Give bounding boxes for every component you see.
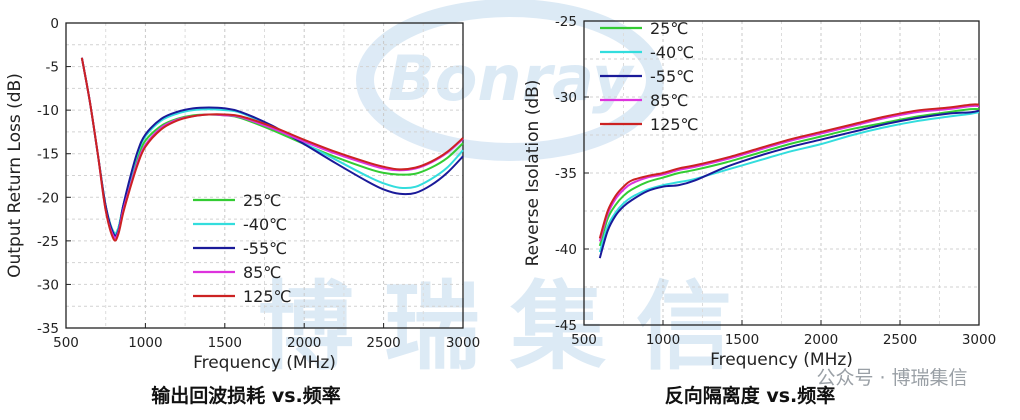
y-axis-label: Reverse Isolation (dB) — [523, 80, 543, 267]
chart-grid — [66, 23, 463, 328]
watermark-logo-text: Bonray — [388, 42, 635, 115]
y-axis-ticks: -25 -30 -35 -40 -45 — [555, 14, 589, 334]
y-tick-label: -35 — [555, 166, 577, 182]
watermark-logo-ring — [356, 0, 664, 161]
y-tick-label: -30 — [37, 277, 59, 293]
x-axis-label: Frequency (MHz) — [710, 350, 853, 370]
y-tick-label: -30 — [555, 90, 577, 106]
watermark-big-text: 博瑞集信 — [258, 271, 762, 383]
y-tick-label: -20 — [37, 190, 59, 206]
chart-caption: 输出回波损耗 vs.频率 — [151, 384, 341, 407]
y-tick-label: -5 — [46, 60, 59, 76]
legend-label: 85℃ — [650, 91, 688, 110]
x-tick-label: 2500 — [366, 335, 400, 351]
y-axis-label: Output Return Loss (dB) — [5, 73, 25, 278]
footer-source-text: 公众号 · 博瑞集信 — [816, 367, 967, 389]
y-tick-label: -15 — [37, 147, 59, 163]
chart-legend: 25℃ -40℃ -55℃ 85℃ 125℃ — [600, 19, 699, 134]
x-tick-label: 2500 — [883, 332, 917, 348]
x-tick-label: 3000 — [446, 335, 480, 351]
series-line — [598, 103, 980, 239]
y-tick-label: -45 — [555, 318, 577, 334]
x-tick-label: 1500 — [725, 332, 759, 348]
x-tick-label: 2000 — [287, 335, 321, 351]
legend-label: -55℃ — [243, 239, 287, 258]
x-axis-ticks: 500 1000 1500 2000 2500 3000 — [571, 320, 996, 348]
series-lines — [80, 57, 464, 242]
x-tick-label: 1500 — [208, 335, 242, 351]
y-tick-label: -10 — [37, 103, 59, 119]
y-tick-label: -25 — [37, 234, 59, 250]
legend-label: 85℃ — [243, 263, 281, 282]
x-axis-label: Frequency (MHz) — [193, 353, 336, 373]
y-tick-label: -35 — [37, 321, 59, 337]
legend-label: -40℃ — [243, 215, 287, 234]
legend-label: -55℃ — [650, 67, 694, 86]
legend-label: 25℃ — [243, 191, 281, 210]
series-line — [80, 57, 464, 237]
x-tick-label: 1000 — [128, 335, 162, 351]
x-tick-label: 2000 — [804, 332, 838, 348]
reverse-isolation-chart: 500 1000 1500 2000 2500 3000 -25-30-35-40-45 … — [523, 14, 996, 407]
y-tick-label: 0 — [50, 16, 59, 32]
legend-label: -40℃ — [650, 43, 694, 62]
x-tick-label: 3000 — [962, 332, 996, 348]
series-line — [598, 104, 980, 242]
output-return-loss-chart: 500 1000 1500 2000 2500 3000 0 -5 -10 -15 -20 -25 -… — [5, 16, 480, 407]
x-tick-label: 500 — [53, 335, 79, 351]
watermark: Bonray 博瑞集信 — [258, 0, 762, 383]
plot-frame — [65, 22, 464, 329]
chart-legend: 25℃ -40℃ -55℃ 85℃ 125℃ — [193, 191, 292, 306]
x-tick-label: 500 — [571, 332, 597, 348]
x-tick-label: 1000 — [646, 332, 680, 348]
chart-caption: 反向隔离度 vs.频率 — [665, 384, 836, 407]
legend-label: 125℃ — [650, 115, 699, 134]
legend-label: 125℃ — [243, 287, 292, 306]
legend-label: 25℃ — [650, 19, 688, 38]
series-line — [598, 109, 980, 259]
series-line — [598, 111, 980, 253]
y-tick-label: -40 — [555, 242, 577, 258]
y-axis-ticks: 0 -5 -10 -15 -20 -25 -30 -35 — [37, 16, 71, 337]
x-axis-ticks: 500 1000 1500 2000 2500 3000 — [53, 323, 480, 351]
series-line — [80, 57, 464, 242]
series-lines — [598, 103, 980, 259]
series-line — [598, 107, 980, 247]
footer-source: 公众号 · 博瑞集信 — [816, 367, 967, 389]
y-tick-label: -25 — [555, 14, 577, 30]
